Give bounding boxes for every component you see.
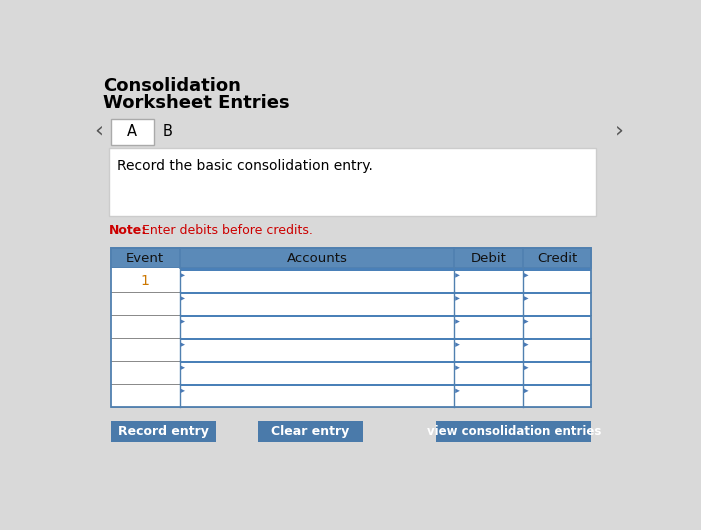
Polygon shape: [455, 273, 460, 278]
FancyBboxPatch shape: [179, 268, 592, 271]
Polygon shape: [524, 342, 529, 347]
Text: Credit: Credit: [537, 252, 578, 265]
Polygon shape: [180, 273, 185, 278]
Polygon shape: [455, 342, 460, 347]
Polygon shape: [455, 366, 460, 370]
Polygon shape: [180, 296, 185, 301]
FancyBboxPatch shape: [111, 268, 592, 292]
FancyBboxPatch shape: [111, 421, 215, 443]
Text: Consolidation: Consolidation: [103, 77, 241, 95]
Polygon shape: [180, 388, 185, 393]
Text: 1: 1: [141, 273, 150, 288]
Polygon shape: [524, 296, 529, 301]
Polygon shape: [524, 319, 529, 324]
FancyBboxPatch shape: [111, 384, 592, 407]
Text: ‹: ‹: [95, 121, 104, 140]
Text: ›: ›: [615, 121, 624, 140]
Text: Clear entry: Clear entry: [271, 425, 350, 438]
Polygon shape: [455, 319, 460, 324]
Polygon shape: [524, 273, 529, 278]
Polygon shape: [455, 388, 460, 393]
FancyBboxPatch shape: [179, 384, 592, 386]
FancyBboxPatch shape: [111, 119, 154, 145]
FancyBboxPatch shape: [109, 148, 596, 216]
Polygon shape: [524, 388, 529, 393]
FancyBboxPatch shape: [111, 361, 592, 384]
FancyBboxPatch shape: [111, 338, 592, 361]
Text: Record entry: Record entry: [118, 425, 209, 438]
FancyBboxPatch shape: [111, 292, 592, 315]
Polygon shape: [455, 296, 460, 301]
Text: Record the basic consolidation entry.: Record the basic consolidation entry.: [117, 159, 373, 173]
FancyBboxPatch shape: [179, 315, 592, 317]
Polygon shape: [180, 342, 185, 347]
Text: A: A: [127, 124, 137, 139]
FancyBboxPatch shape: [179, 338, 592, 340]
FancyBboxPatch shape: [179, 292, 592, 294]
FancyBboxPatch shape: [437, 421, 592, 443]
Text: view consolidation entries: view consolidation entries: [427, 425, 601, 438]
FancyBboxPatch shape: [111, 315, 592, 338]
Polygon shape: [180, 366, 185, 370]
Text: Event: Event: [126, 252, 164, 265]
FancyBboxPatch shape: [111, 249, 592, 268]
FancyBboxPatch shape: [179, 361, 592, 363]
Text: Note:: Note:: [109, 224, 148, 237]
Polygon shape: [180, 319, 185, 324]
Text: B: B: [163, 124, 172, 139]
Text: Enter debits before credits.: Enter debits before credits.: [138, 224, 313, 237]
Polygon shape: [524, 366, 529, 370]
Text: Worksheet Entries: Worksheet Entries: [103, 94, 290, 112]
FancyBboxPatch shape: [258, 421, 362, 443]
Text: Debit: Debit: [471, 252, 507, 265]
Text: Accounts: Accounts: [287, 252, 348, 265]
